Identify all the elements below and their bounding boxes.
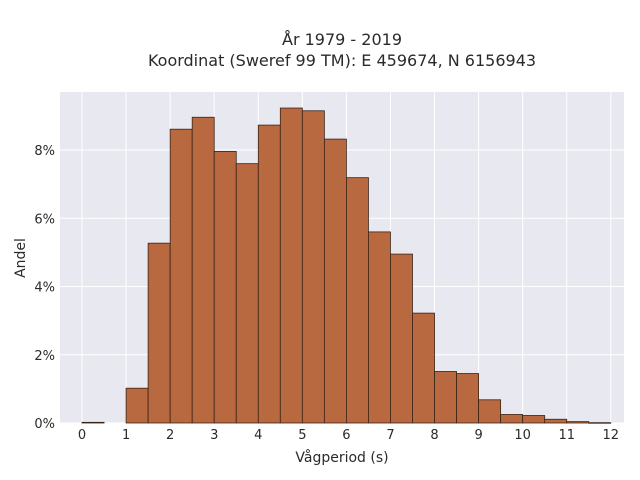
chart-title-line1: År 1979 - 2019 <box>282 30 402 49</box>
histogram-bar <box>279 107 303 424</box>
x-tick-label: 10 <box>514 428 531 443</box>
histogram-bar <box>147 242 171 424</box>
histogram-bar <box>522 415 546 424</box>
histogram-bar <box>544 418 568 424</box>
x-tick-label: 6 <box>342 428 350 443</box>
histogram-bar <box>169 128 193 424</box>
x-tick-label: 3 <box>210 428 218 443</box>
histogram-bar <box>301 110 325 424</box>
histogram-bar <box>346 177 369 424</box>
histogram-bar <box>368 231 391 424</box>
histogram-bar <box>566 421 590 424</box>
histogram-bar <box>213 150 237 424</box>
y-tick-label: 4% <box>34 281 55 296</box>
histogram-bar <box>500 414 524 424</box>
x-tick-label: 11 <box>558 428 575 443</box>
y-tick-label: 0% <box>34 417 55 432</box>
x-tick-label: 9 <box>474 428 482 443</box>
histogram-bar <box>235 163 259 424</box>
y-tick-label: 2% <box>34 349 55 364</box>
x-tick-label: 8 <box>430 428 438 443</box>
bars-group <box>81 107 612 424</box>
x-tick-label: 0 <box>78 428 86 443</box>
x-tick-label: 7 <box>386 428 394 443</box>
histogram-bar <box>588 422 612 424</box>
x-axis-label: Vågperiod (s) <box>295 449 388 466</box>
histogram-bar <box>390 253 413 424</box>
histogram-bar <box>257 124 281 424</box>
histogram-bar <box>191 116 215 424</box>
x-tick-label: 5 <box>298 428 306 443</box>
y-axis-label: Andel <box>13 238 29 278</box>
histogram-bar <box>125 387 149 424</box>
chart-title-line2: Koordinat (Sweref 99 TM): E 459674, N 61… <box>148 51 536 70</box>
histogram-bar <box>456 373 479 424</box>
x-tick-label: 12 <box>603 428 620 443</box>
x-tick-label: 1 <box>122 428 130 443</box>
histogram-bar <box>434 371 457 424</box>
y-axis-ticks: 0% 2% 4% 6% 8% <box>34 144 55 432</box>
y-tick-label: 6% <box>34 212 55 227</box>
x-tick-label: 4 <box>254 428 262 443</box>
histogram-bar <box>412 312 435 424</box>
histogram-bar <box>478 399 502 424</box>
x-axis-ticks: 0 1 2 3 4 5 6 7 8 9 10 11 12 <box>78 428 619 443</box>
histogram-bar <box>81 421 105 424</box>
histogram-bar <box>323 138 347 424</box>
y-tick-label: 8% <box>34 144 55 159</box>
x-tick-label: 2 <box>166 428 174 443</box>
